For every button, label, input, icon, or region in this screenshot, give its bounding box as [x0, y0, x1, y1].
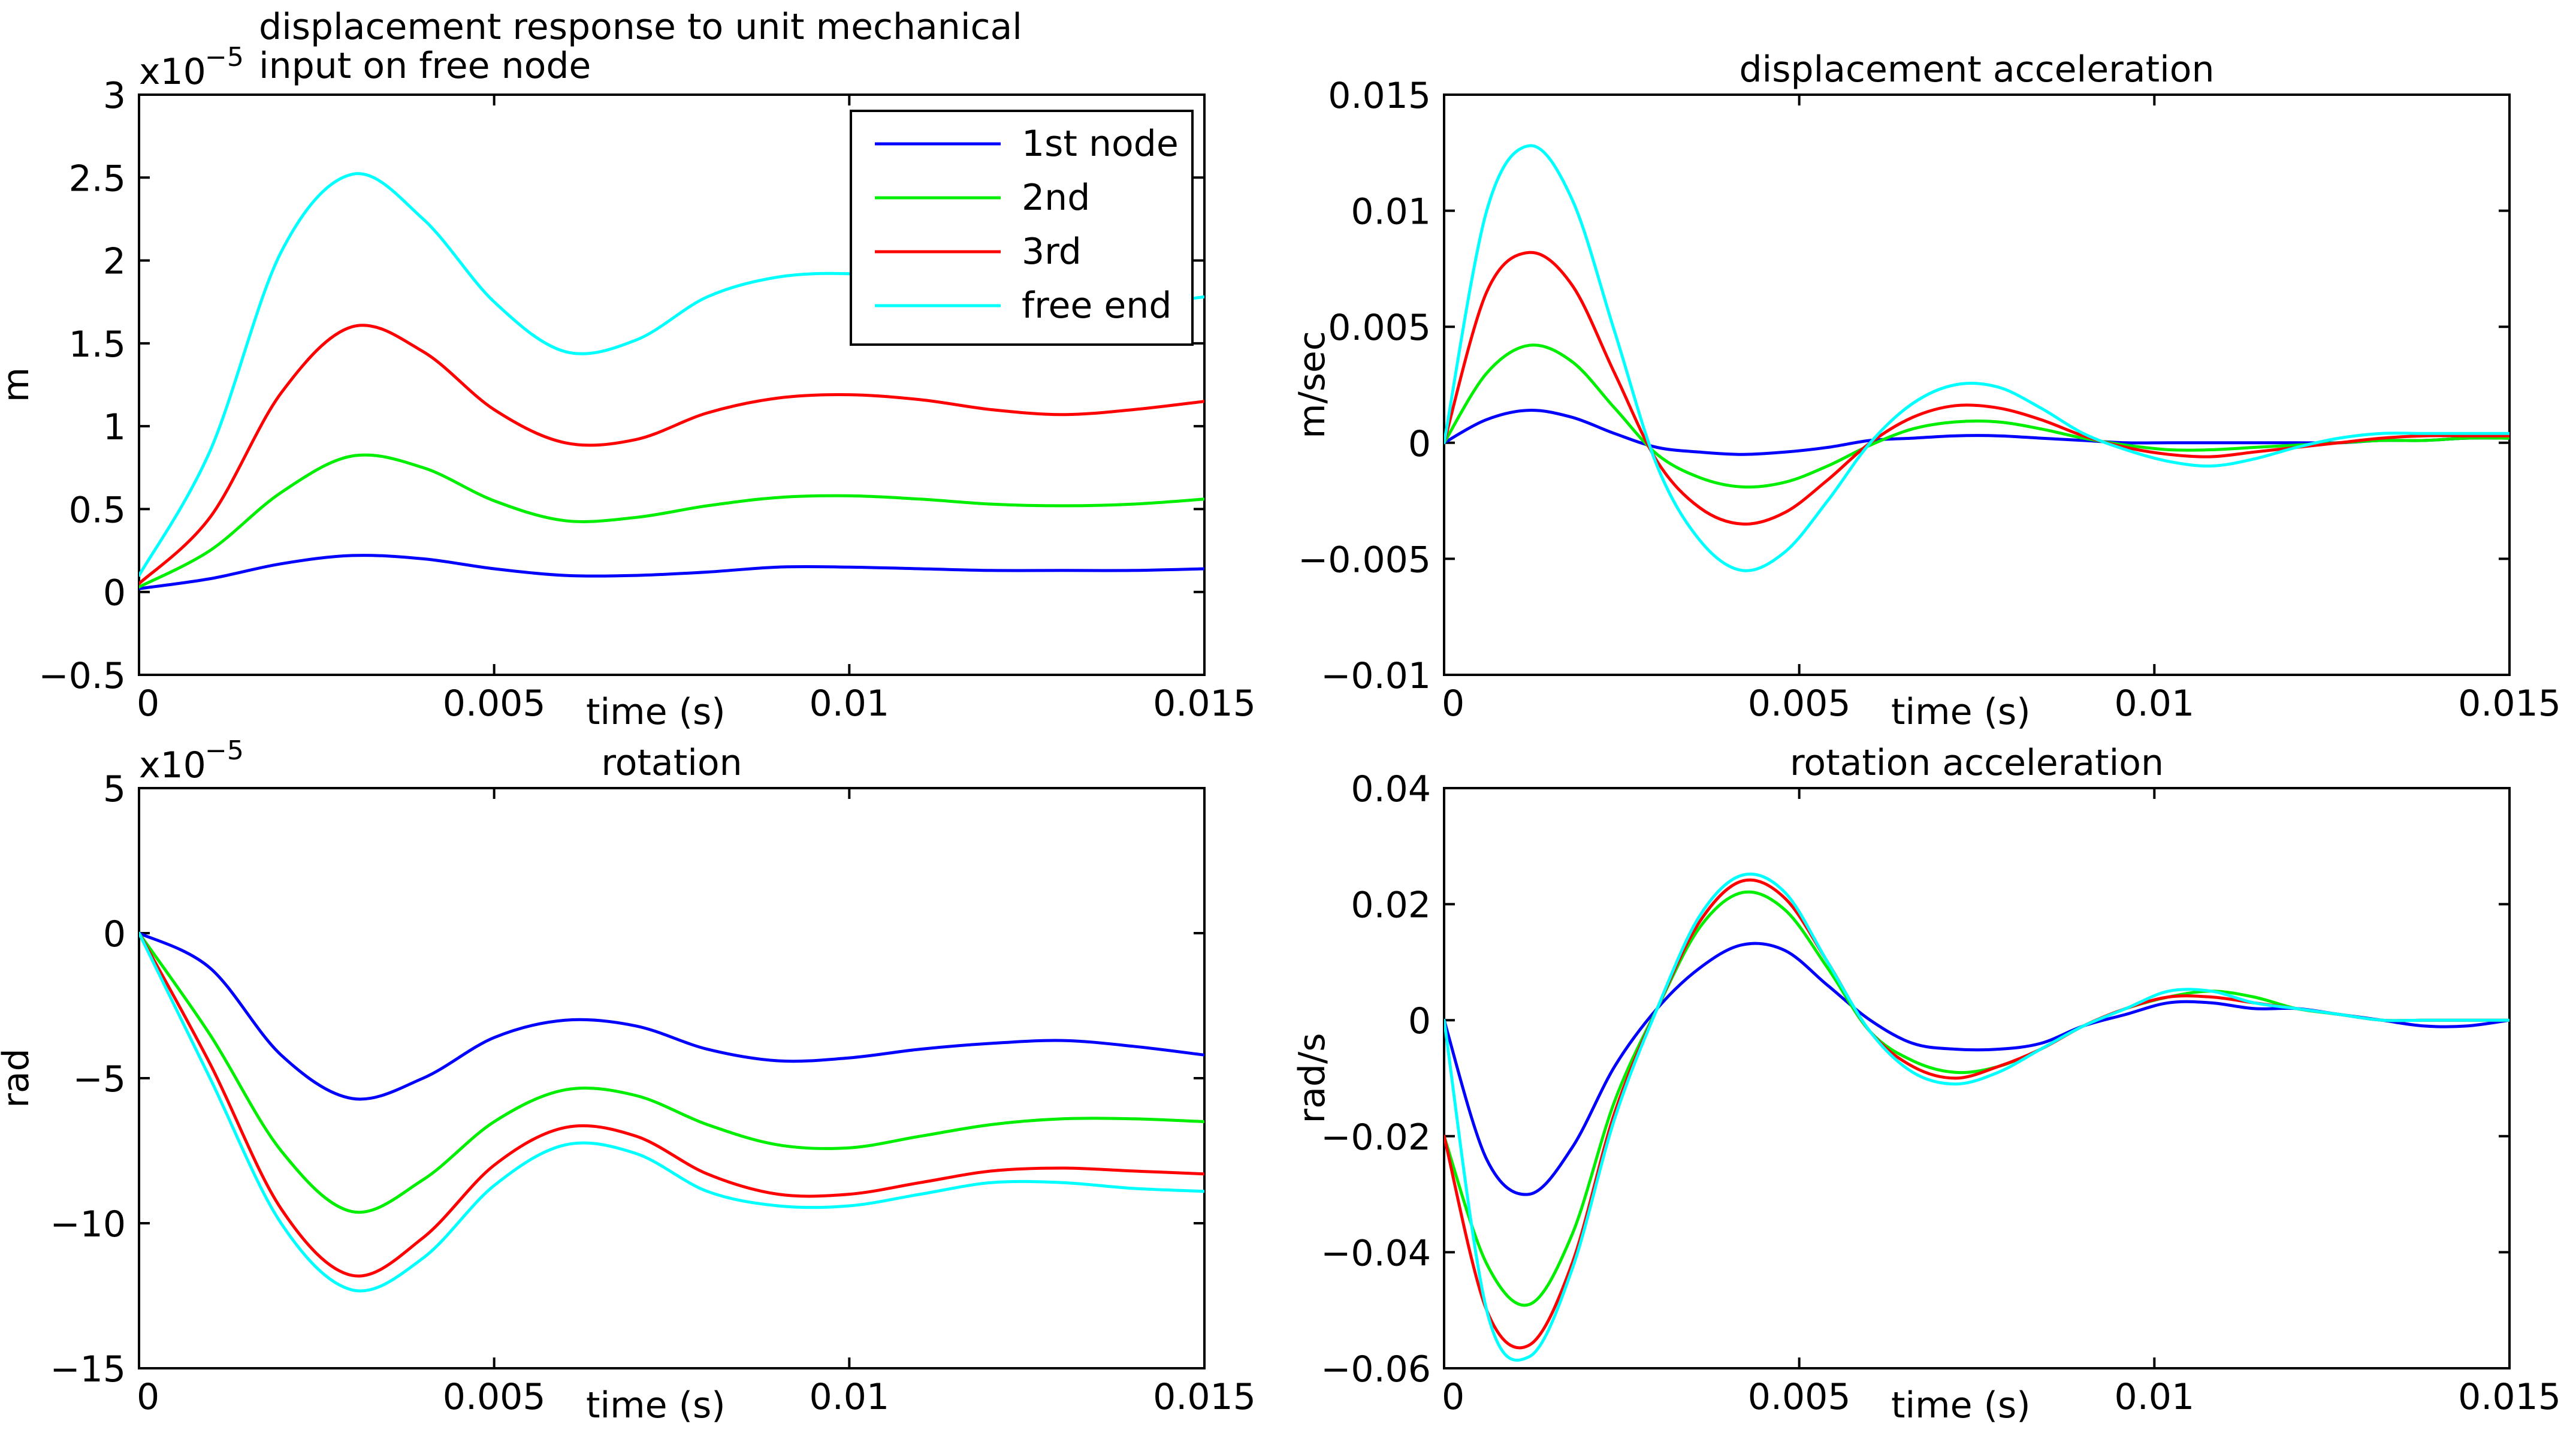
chart-panel-tr: 0 0.005 0.01 0.015 −0.01 −0.005 0 0.005 0.01 0.01…: [1291, 49, 2561, 733]
x-axis-label: time (s): [1891, 1384, 2031, 1426]
legend-label: 2nd: [1022, 177, 1090, 219]
axes-frame: [1443, 93, 2511, 676]
y-tick-label: 1.5: [69, 324, 126, 366]
x-tick-label: 0.015: [1153, 1376, 1256, 1418]
x-tick-label: 0: [137, 683, 159, 725]
axes-frame: [138, 93, 1206, 676]
y-axis-label: m/sec: [1291, 331, 1333, 439]
chart-panel-tl: 0 0.005 0.01 0.015 −0.5 0 0.5 1 1.5 2 2.5 3 time (s)…: [0, 6, 1256, 733]
y-tick-label: 0: [103, 913, 126, 955]
x-tick-label: 0.01: [2115, 683, 2195, 725]
y-tick-label: 0: [1408, 1000, 1431, 1042]
y-tick-label: −0.5: [38, 655, 126, 697]
axis-multiplier: x10: [139, 51, 206, 93]
y-tick-label: 0.04: [1351, 768, 1431, 810]
x-axis-label: time (s): [586, 691, 726, 733]
x-tick-label: 0.01: [810, 1376, 890, 1418]
y-tick-label: 0.02: [1351, 885, 1431, 927]
chart-title-line: displacement response to unit mechanical: [259, 6, 1022, 48]
y-tick-label: −10: [50, 1203, 126, 1245]
legend-label: 3rd: [1022, 231, 1082, 273]
y-tick-label: −0.06: [1321, 1348, 1431, 1390]
axis-multiplier: x10: [139, 744, 206, 786]
x-axis-label: time (s): [1891, 691, 2031, 733]
y-tick-label: 0: [103, 572, 126, 614]
y-tick-label: 2: [103, 241, 126, 283]
x-tick-label: 0.015: [1153, 683, 1256, 725]
y-tick-label: −0.01: [1321, 655, 1431, 697]
chart-title: rotation: [601, 742, 742, 784]
chart-panel-bl: 0 0.005 0.01 0.015 −15 −10 −5 0 5 time (s) rad rota…: [0, 735, 1256, 1426]
chart-panel-br: 0 0.005 0.01 0.015 −0.06 −0.04 −0.02 0 0.02 0.04 t…: [1291, 742, 2561, 1426]
x-tick-label: 0: [1442, 1376, 1464, 1418]
y-tick-label: 0.5: [69, 489, 126, 531]
series-line-2nd: [139, 453, 1204, 589]
series-line-3rd: [1444, 251, 2509, 526]
chart-title: displacement acceleration: [1739, 49, 2214, 90]
axes-frame: [1443, 787, 2511, 1369]
y-tick-label: 0.01: [1351, 191, 1431, 233]
x-tick-label: 0.01: [2115, 1376, 2195, 1418]
x-tick-label: 0.015: [2458, 683, 2561, 725]
chart-title: rotation acceleration: [1790, 742, 2164, 784]
legend-label: 1st node: [1022, 123, 1179, 165]
y-tick-label: 0.005: [1328, 307, 1431, 349]
series-line-1st-node: [139, 554, 1204, 590]
series-line-3rd: [139, 324, 1204, 586]
chart-title-line: input on free node: [259, 45, 591, 87]
y-axis-label: rad: [0, 1048, 37, 1108]
legend-label: free end: [1022, 285, 1171, 327]
series-line-free-end: [1444, 872, 2509, 1362]
y-tick-label: −0.04: [1321, 1232, 1431, 1274]
y-tick-label: 0: [1408, 423, 1431, 465]
x-tick-label: 0: [1442, 683, 1464, 725]
x-tick-label: 0: [137, 1376, 159, 1418]
axis-multiplier-exponent: −5: [205, 42, 244, 73]
series-line-free-end: [139, 931, 1204, 1293]
y-tick-label: −15: [50, 1348, 126, 1390]
series-line-3rd: [139, 931, 1204, 1278]
x-axis-label: time (s): [586, 1384, 726, 1426]
y-tick-label: 5: [103, 768, 126, 810]
y-axis-label: rad/s: [1291, 1033, 1333, 1124]
x-tick-label: 0.005: [443, 683, 546, 725]
series-line-2nd: [139, 931, 1204, 1214]
y-tick-label: −0.005: [1298, 539, 1431, 581]
y-tick-label: 2.5: [69, 158, 126, 200]
x-tick-label: 0.01: [810, 683, 890, 725]
x-tick-label: 0.005: [443, 1376, 546, 1418]
y-axis-label: m: [0, 367, 37, 402]
series-line-free-end: [1444, 144, 2509, 572]
axis-multiplier-exponent: −5: [205, 735, 244, 766]
x-tick-label: 0.005: [1748, 683, 1851, 725]
y-tick-label: 0.015: [1328, 75, 1431, 117]
y-tick-label: −5: [73, 1058, 126, 1100]
y-tick-label: −0.02: [1321, 1117, 1431, 1159]
series-line-1st-node: [139, 931, 1204, 1101]
x-tick-label: 0.015: [2458, 1376, 2561, 1418]
y-tick-label: 1: [103, 406, 126, 448]
y-tick-label: 3: [103, 75, 126, 117]
x-tick-label: 0.005: [1748, 1376, 1851, 1418]
